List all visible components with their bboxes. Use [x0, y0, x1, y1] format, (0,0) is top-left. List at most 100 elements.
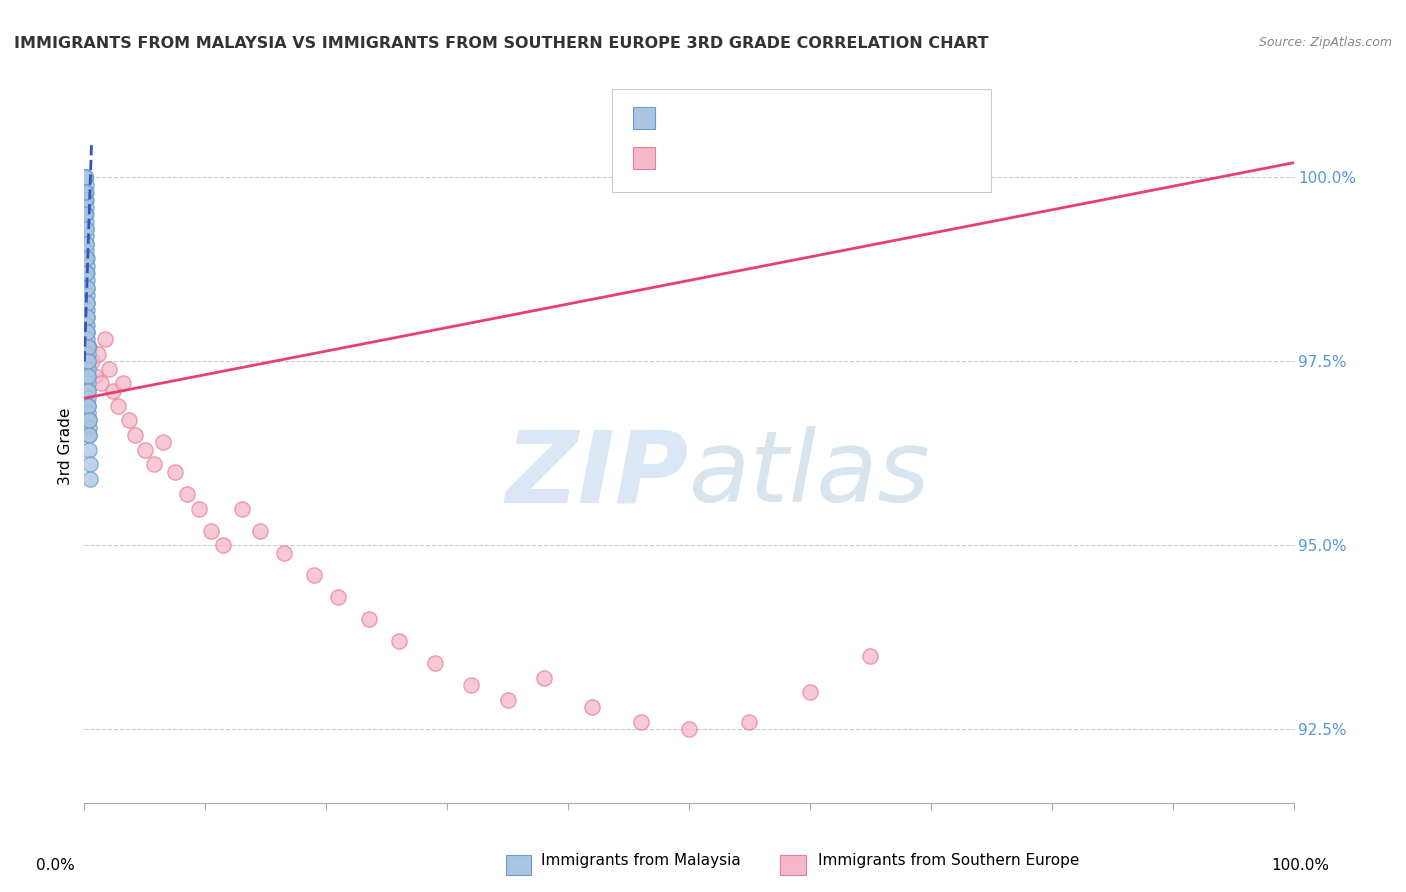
Point [76, 354, 98, 368]
Point [231, 501, 253, 516]
Point [103, 384, 125, 398]
Point [75, 170, 97, 185]
Point [83, 369, 105, 384]
Point [76, 281, 98, 295]
Point [328, 590, 350, 604]
Point [76, 288, 98, 302]
Point [273, 546, 295, 560]
Point [75, 244, 97, 258]
Point [581, 700, 603, 714]
Point [75, 207, 97, 221]
Point [77, 399, 100, 413]
Point [77, 413, 100, 427]
Point [76, 273, 98, 287]
Point [94, 332, 117, 346]
Point [86, 347, 108, 361]
Text: atlas: atlas [689, 426, 931, 523]
Text: N = 63: N = 63 [837, 109, 898, 127]
Point [118, 413, 141, 427]
Point [76, 347, 98, 361]
Point [249, 524, 271, 538]
Point [188, 501, 211, 516]
Point [76, 266, 98, 280]
Point [76, 340, 98, 354]
Point [75, 170, 97, 185]
Point [799, 685, 821, 699]
Point [423, 656, 446, 670]
Point [460, 678, 482, 692]
Point [75, 214, 97, 228]
Point [388, 634, 411, 648]
Text: Immigrants from Malaysia: Immigrants from Malaysia [541, 854, 741, 868]
Point [212, 538, 235, 552]
Point [75, 222, 97, 236]
Text: Immigrants from Southern Europe: Immigrants from Southern Europe [818, 854, 1080, 868]
Point [76, 332, 98, 346]
Point [79, 458, 101, 472]
Point [76, 310, 98, 325]
Point [76, 369, 98, 384]
Point [75, 266, 97, 280]
Point [76, 281, 98, 295]
Point [77, 428, 100, 442]
Point [73, 170, 96, 185]
Point [75, 170, 97, 185]
Point [76, 295, 98, 310]
Point [76, 259, 98, 273]
Point [75, 170, 97, 185]
Point [165, 465, 187, 479]
Point [75, 236, 97, 251]
Point [75, 193, 97, 207]
Point [75, 185, 97, 199]
Point [678, 723, 700, 737]
Point [75, 252, 97, 266]
Point [134, 442, 156, 457]
Point [77, 340, 100, 354]
Point [75, 222, 97, 236]
Point [630, 714, 652, 729]
Point [124, 428, 146, 442]
Point [77, 428, 100, 442]
Point [77, 399, 100, 413]
Point [302, 567, 325, 582]
Point [859, 648, 882, 663]
Point [76, 361, 98, 376]
Point [76, 325, 98, 339]
Point [112, 376, 135, 391]
Point [176, 487, 198, 501]
Point [76, 340, 98, 354]
Text: R =  0.363: R = 0.363 [665, 149, 754, 167]
Point [75, 236, 97, 251]
Point [200, 524, 222, 538]
Point [75, 193, 97, 207]
Point [80, 354, 103, 368]
Text: Source: ZipAtlas.com: Source: ZipAtlas.com [1258, 36, 1392, 49]
Text: 100.0%: 100.0% [1272, 858, 1330, 873]
Point [75, 185, 97, 199]
Point [77, 406, 100, 420]
Point [77, 376, 100, 391]
Point [76, 325, 98, 339]
Point [533, 671, 555, 685]
Point [738, 714, 761, 729]
Point [76, 318, 98, 332]
Point [77, 413, 100, 427]
Point [76, 310, 98, 325]
Point [76, 295, 98, 310]
Point [75, 200, 97, 214]
Point [79, 442, 101, 457]
Point [76, 354, 98, 368]
Point [143, 458, 166, 472]
Point [152, 435, 174, 450]
Text: 0.0%: 0.0% [37, 858, 75, 873]
Text: ZIP: ZIP [506, 426, 689, 523]
Point [73, 170, 96, 185]
Point [97, 361, 120, 376]
Point [496, 693, 519, 707]
Point [75, 207, 97, 221]
Point [73, 170, 96, 185]
Point [107, 399, 129, 413]
Text: IMMIGRANTS FROM MALAYSIA VS IMMIGRANTS FROM SOUTHERN EUROPE 3RD GRADE CORRELATIO: IMMIGRANTS FROM MALAYSIA VS IMMIGRANTS F… [14, 36, 988, 51]
Point [75, 318, 97, 332]
Text: N = 38: N = 38 [837, 149, 898, 167]
